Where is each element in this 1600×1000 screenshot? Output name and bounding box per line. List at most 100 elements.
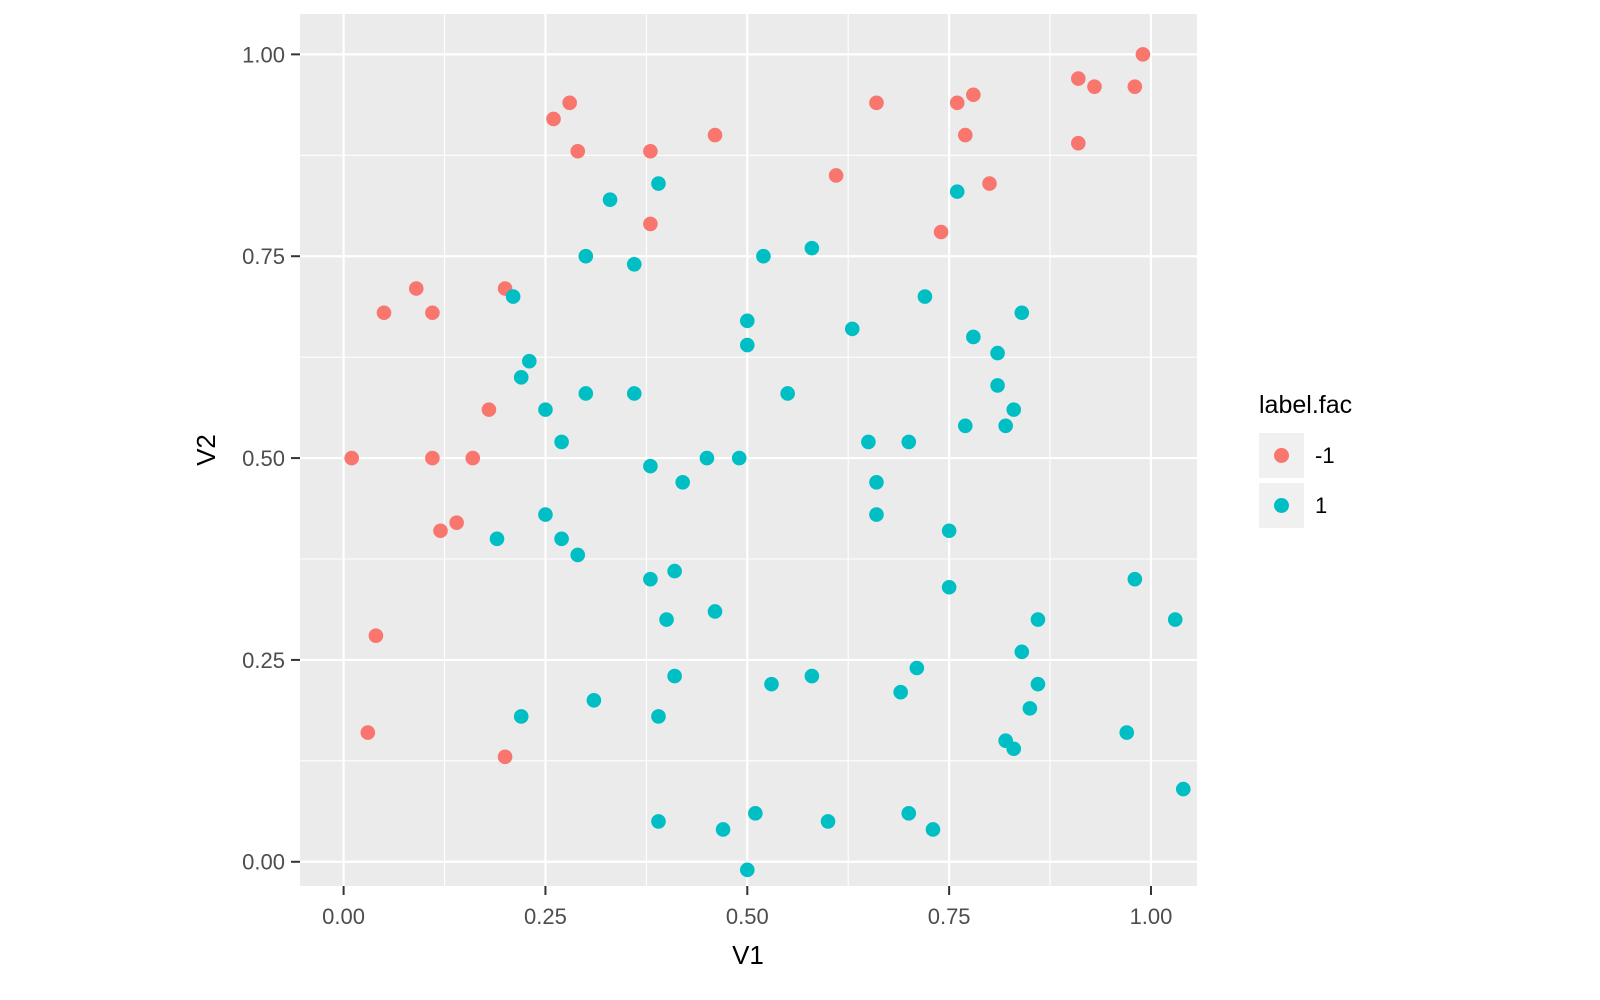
data-point-pos1: [861, 434, 876, 450]
data-point-pos1: [659, 612, 674, 627]
data-point-pos1: [643, 571, 658, 587]
data-point-pos1: [667, 668, 682, 684]
x-tick-label: 0.75: [928, 904, 971, 929]
data-point-neg1: [570, 143, 586, 159]
data-point-pos1: [699, 450, 715, 466]
data-point-neg1: [360, 725, 376, 740]
data-point-pos1: [1119, 725, 1135, 740]
legend-item-neg1: -1: [1259, 433, 1352, 478]
data-point-neg1: [546, 111, 561, 127]
data-point-neg1: [982, 176, 997, 191]
y-tick-label: 1.00: [242, 42, 285, 67]
data-point-pos1: [570, 547, 586, 563]
data-point-neg1: [481, 402, 497, 417]
data-point-pos1: [941, 579, 957, 595]
data-point-pos1: [1006, 402, 1022, 417]
data-point-pos1: [1127, 571, 1143, 587]
data-point-pos1: [707, 604, 723, 619]
data-point-neg1: [449, 515, 464, 530]
legend-label-pos1: 1: [1315, 492, 1328, 518]
data-point-neg1: [643, 143, 658, 159]
data-point-pos1: [804, 668, 820, 684]
x-axis-title: V1: [732, 940, 764, 970]
data-point-neg1: [425, 450, 440, 466]
legend-item-pos1: 1: [1259, 483, 1352, 528]
x-tick-label: 0.25: [524, 904, 567, 929]
y-tick-label: 0.75: [242, 244, 285, 269]
data-point-pos1: [893, 684, 908, 700]
data-point-pos1: [505, 289, 521, 304]
data-point-pos1: [513, 709, 529, 724]
data-point-pos1: [489, 531, 505, 547]
y-axis-title: V2: [191, 434, 221, 466]
data-point-neg1: [966, 87, 981, 103]
data-point-pos1: [925, 822, 941, 837]
data-point-pos1: [748, 806, 763, 821]
data-point-pos1: [643, 458, 658, 474]
data-point-neg1: [425, 305, 440, 321]
plot-panel: [300, 14, 1197, 886]
data-point-neg1: [433, 523, 448, 539]
data-point-pos1: [578, 248, 594, 264]
data-point-pos1: [578, 386, 594, 401]
legend-dot-red-icon: [1274, 448, 1289, 463]
data-point-pos1: [820, 814, 836, 829]
data-point-neg1: [1071, 135, 1086, 151]
data-point-pos1: [909, 660, 925, 676]
data-point-neg1: [828, 168, 844, 183]
data-point-neg1: [949, 95, 965, 111]
data-point-pos1: [651, 176, 666, 191]
data-point-neg1: [1071, 71, 1086, 86]
y-tick-label: 0.50: [242, 446, 285, 471]
data-point-pos1: [901, 806, 917, 821]
data-point-pos1: [651, 814, 666, 829]
data-point-neg1: [643, 216, 658, 232]
data-point-neg1: [344, 450, 359, 466]
data-point-pos1: [1022, 701, 1038, 716]
legend-key-pos1: [1259, 483, 1304, 528]
data-point-pos1: [626, 386, 642, 401]
data-point-neg1: [465, 450, 481, 466]
data-point-pos1: [675, 474, 690, 490]
data-point-pos1: [966, 329, 981, 345]
data-point-pos1: [739, 313, 755, 329]
data-point-pos1: [804, 240, 820, 256]
data-point-neg1: [1127, 79, 1143, 94]
legend-key-neg1: [1259, 433, 1304, 478]
data-point-pos1: [780, 386, 795, 401]
x-tick-label: 0.50: [726, 904, 769, 929]
data-point-pos1: [844, 321, 860, 337]
data-point-pos1: [602, 192, 618, 208]
data-point-neg1: [368, 628, 384, 644]
data-point-pos1: [917, 289, 933, 304]
data-point-neg1: [957, 127, 973, 143]
legend-label-neg1: -1: [1315, 442, 1335, 468]
legend-dot-teal-icon: [1274, 498, 1289, 513]
data-point-pos1: [756, 248, 771, 264]
data-point-pos1: [731, 450, 747, 466]
data-point-pos1: [554, 531, 569, 547]
data-point-neg1: [707, 127, 723, 143]
data-point-neg1: [1135, 47, 1151, 62]
data-point-neg1: [1087, 79, 1102, 94]
data-point-pos1: [739, 862, 755, 878]
data-point-pos1: [990, 378, 1005, 393]
data-point-pos1: [1167, 612, 1183, 627]
data-point-pos1: [957, 418, 973, 434]
data-point-neg1: [869, 95, 884, 111]
data-point-pos1: [764, 676, 779, 692]
data-point-neg1: [562, 95, 577, 111]
data-point-neg1: [497, 749, 513, 765]
data-point-neg1: [376, 305, 392, 321]
data-point-pos1: [869, 474, 884, 490]
data-point-pos1: [739, 337, 755, 353]
data-point-pos1: [554, 434, 569, 450]
data-point-pos1: [1006, 741, 1022, 757]
legend: label.fac -1 1: [1259, 391, 1352, 533]
x-tick-label: 0.00: [322, 904, 365, 929]
data-point-neg1: [408, 281, 424, 296]
data-point-pos1: [901, 434, 917, 450]
data-point-pos1: [990, 345, 1005, 361]
